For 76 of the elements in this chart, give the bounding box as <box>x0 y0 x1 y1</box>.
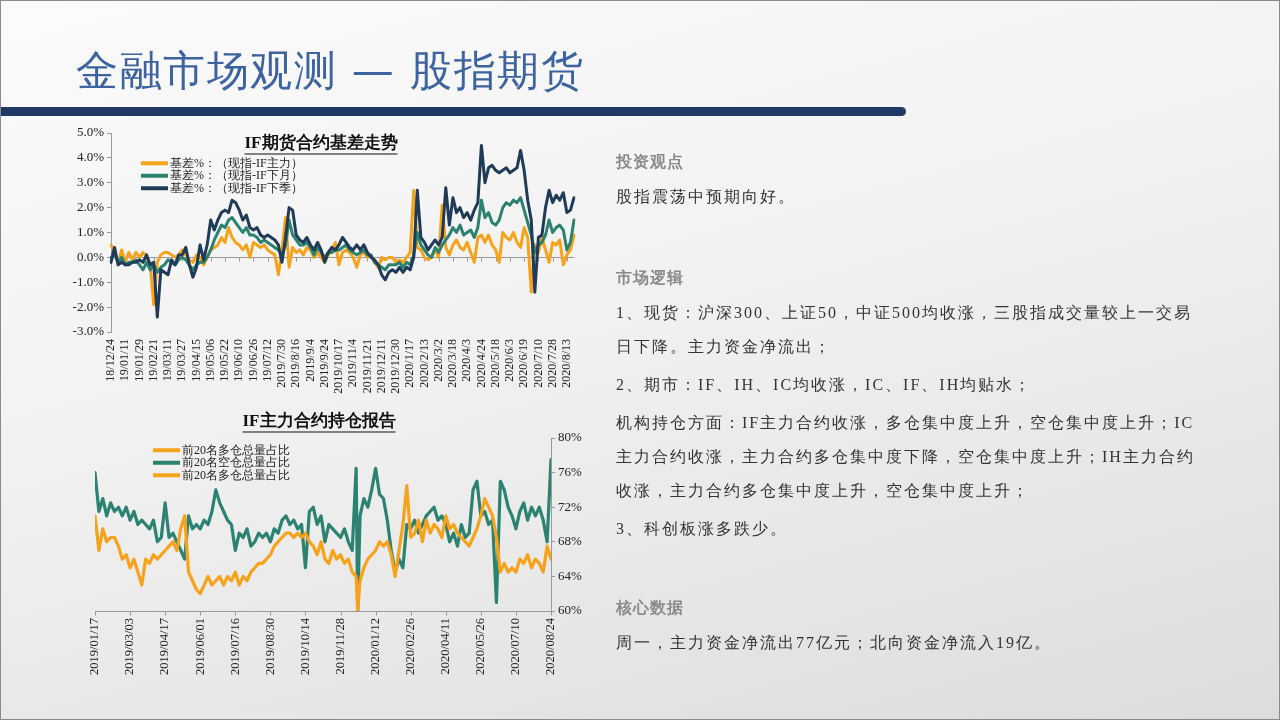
x-tick-label: 2020/04/11 <box>438 618 453 675</box>
y2-tick-label: 72% <box>558 498 582 514</box>
x-tick-label: 2019/11/28 <box>332 618 347 675</box>
x-tick-label: 2019/12/30 <box>388 339 403 394</box>
y2-tick-label: 60% <box>558 602 582 618</box>
text: 金融市场观测 — 股指期货 <box>76 45 586 97</box>
x-tick-label: 2020/1/17 <box>402 339 417 388</box>
legend-label: 基差%：（现指-IF主力） <box>170 155 303 170</box>
x-tick-label: 2020/01/12 <box>367 618 382 675</box>
y-tick-label: 3.0% <box>76 174 105 190</box>
x-tick-label: 2020/3/2 <box>430 339 445 382</box>
x-tick-label: 2020/7/10 <box>530 339 545 388</box>
x-tick-label: 19/03/27 <box>174 339 189 382</box>
y-tick-label: -3.0% <box>72 323 105 339</box>
x-tick-label: 2019/06/01 <box>192 618 207 675</box>
x-tick-label: 2019/11/21 <box>359 339 374 394</box>
y-tick-label: 1.0% <box>76 223 105 239</box>
y2-tick-label: 68% <box>558 533 582 549</box>
text: 3、科创板涨多跌少。 <box>616 519 789 539</box>
text: 核心数据 <box>616 597 685 619</box>
x-tick-label: 2020/4/3 <box>459 339 474 382</box>
text: 周一，主力资金净流出77亿元；北向资金净流入19亿。 <box>616 633 1053 653</box>
x-tick-label: 2020/08/24 <box>543 617 558 675</box>
x-tick-label: 2019/8/16 <box>288 339 303 388</box>
x-tick-label: 2020/07/10 <box>508 618 523 675</box>
x-tick-label: 2020/05/26 <box>473 618 488 675</box>
text: 2、期市：IF、IH、IC均收涨，IC、IF、IH均贴水； <box>616 375 1034 395</box>
x-tick-label: 2019/9/4 <box>302 339 317 382</box>
x-tick-label: 19/03/11 <box>160 339 175 382</box>
x-tick-label: 2020/2/13 <box>416 339 431 388</box>
x-tick-label: 19/01/11 <box>117 339 132 382</box>
y-tick-label: 2.0% <box>76 199 105 215</box>
legend-label: 前20名多仓总量占比 <box>182 442 290 457</box>
x-tick-label: 2019/08/30 <box>262 618 277 675</box>
x-tick-label: 18/12/24 <box>103 339 118 382</box>
text: 投资观点 <box>616 151 685 173</box>
x-tick-label: 2019/04/17 <box>157 618 172 675</box>
y-tick-label: 4.0% <box>76 149 105 165</box>
x-tick-label: 2019/9/24 <box>316 339 331 388</box>
y-tick-label: -1.0% <box>72 273 105 289</box>
text: 市场逻辑 <box>616 267 685 289</box>
x-tick-label: 19/01/29 <box>131 339 146 382</box>
x-tick-label: 2020/4/24 <box>473 339 488 388</box>
y-tick-label: -2.0% <box>72 298 105 314</box>
y-tick-label: 5.0% <box>76 124 105 140</box>
chart-title: IF主力合约持仓报告 <box>242 411 396 431</box>
x-tick-label: 2019/03/03 <box>122 618 137 675</box>
x-tick-label: 19/06/26 <box>245 339 260 382</box>
x-tick-label: 2019/10/14 <box>297 617 312 675</box>
chart-title: IF期货合约基差走势 <box>244 133 398 153</box>
x-tick-label: 19/06/10 <box>231 339 246 382</box>
x-tick-label: 2019/7/30 <box>274 339 289 388</box>
x-tick-label: 19/04/15 <box>188 339 203 382</box>
x-tick-label: 2020/6/3 <box>502 339 517 382</box>
x-tick-label: 2019/10/17 <box>331 339 346 394</box>
y2-tick-label: 80% <box>558 429 582 445</box>
text: 股指震荡中预期向好。 <box>616 187 797 207</box>
x-tick-label: 2019/07/16 <box>227 618 242 675</box>
y2-tick-label: 76% <box>558 464 582 480</box>
x-tick-label: 2020/8/13 <box>559 339 574 388</box>
y-tick-label: 0.0% <box>76 248 105 264</box>
x-tick-label: 19/05/06 <box>202 339 217 382</box>
x-tick-label: 2020/3/18 <box>445 339 460 388</box>
x-tick-label: 2020/02/26 <box>402 618 417 675</box>
x-tick-label: 19/05/22 <box>217 339 232 382</box>
text: 机构持仓方面：IF主力合约收涨，多仓集中度上升，空仓集中度上升；IC主力合约收涨，主力合约多仓集中度下降，空仓集中度上升；IH主力合约收涨，主力合约多仓集中度上升，空仓集中度上升； <box>616 413 1196 501</box>
x-tick-label: 2020/6/19 <box>516 339 531 388</box>
x-tick-label: 2019/12/11 <box>373 339 388 394</box>
x-tick-label: 19/02/21 <box>145 339 160 382</box>
x-tick-label: 2020/7/28 <box>544 339 559 388</box>
x-tick-label: 2019/11/4 <box>345 339 360 388</box>
x-tick-label: 2019/01/17 <box>87 618 102 675</box>
x-tick-label: 19/07/12 <box>259 339 274 382</box>
y2-tick-label: 64% <box>558 567 582 583</box>
text: 1、现货：沪深300、上证50，中证500均收涨，三股指成交量较上一交易日下降。主力资金净流出； <box>616 303 1193 357</box>
x-tick-label: 2020/5/18 <box>487 339 502 388</box>
